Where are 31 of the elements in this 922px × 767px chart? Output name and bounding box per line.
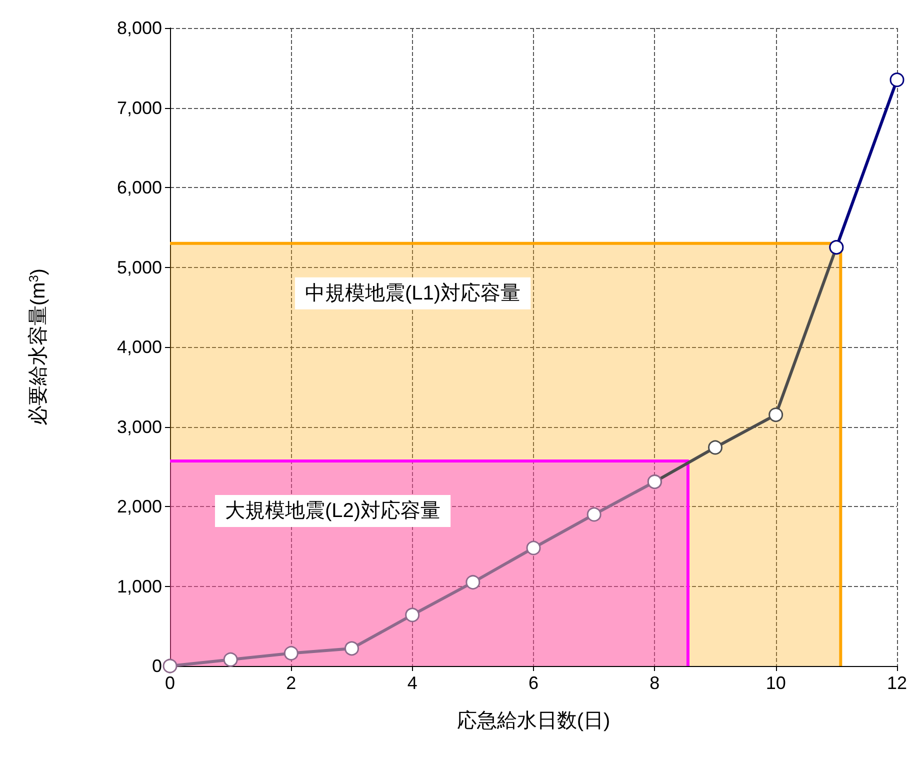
point xyxy=(526,540,541,556)
series-label: 中規模地震(L1)対応容量 xyxy=(305,281,521,304)
x-tick-label: 2 xyxy=(286,673,296,693)
x-tick-label: 8 xyxy=(650,673,660,693)
y-tick-label: 0 xyxy=(152,656,162,676)
y-tick-label: 3,000 xyxy=(116,416,162,437)
point xyxy=(344,641,359,656)
point xyxy=(284,646,298,660)
y-tick-label: 1,000 xyxy=(116,576,162,596)
point xyxy=(162,658,178,674)
y-tick-label: 6,000 xyxy=(116,178,162,198)
point xyxy=(708,440,722,455)
y-tick-label: 2,000 xyxy=(116,496,162,516)
y-axis-title: 必要給水容量(m3) xyxy=(26,268,50,426)
x-tick-label: 4 xyxy=(407,673,418,693)
y-tick-label: 7,000 xyxy=(116,98,162,118)
point xyxy=(405,608,420,622)
x-tick-label: 0 xyxy=(164,673,176,693)
point xyxy=(890,72,904,88)
series-label: 大規模地震(L2)対応容量 xyxy=(225,499,441,522)
point xyxy=(768,408,784,422)
y-tick-label: 5,000 xyxy=(116,257,162,278)
x-tick-label: 6 xyxy=(528,673,539,693)
y-tick-label: 8,000 xyxy=(116,18,162,38)
x-tick-label: 12 xyxy=(886,673,908,693)
point xyxy=(466,575,480,590)
point xyxy=(586,507,602,522)
y-tick-label: 4,000 xyxy=(116,337,162,357)
x-axis-title: 応急給水日数(日) xyxy=(456,709,610,732)
x-tick-label: 10 xyxy=(766,673,786,693)
point xyxy=(223,652,238,667)
